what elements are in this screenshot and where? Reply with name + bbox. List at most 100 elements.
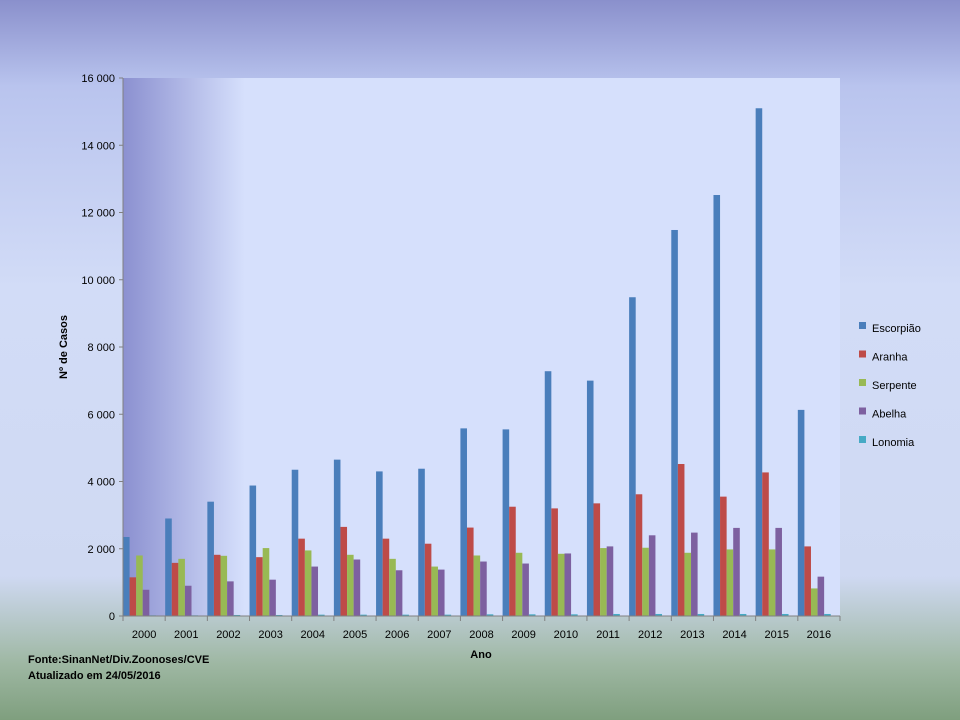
bar-abelha-2000 [142,589,150,616]
x-tick-label: 2010 [554,629,578,641]
x-tick-label: 2014 [722,629,746,641]
bar-abelha-2010 [564,553,572,616]
legend-swatch [859,350,866,358]
x-tick-label: 2007 [427,629,451,641]
bar-lonomia-2013 [697,613,705,616]
bar-escorpi-o-2009 [502,429,510,616]
bar-aranha-2013 [677,464,685,616]
bar-abelha-2002 [227,581,234,616]
bar-serpente-2014 [726,549,734,616]
bar-lonomia-2015 [781,613,789,616]
bar-abelha-2004 [311,566,319,616]
legend-label: Abelha [872,409,907,421]
y-tick-label: 8 000 [87,342,115,354]
bar-serpente-2011 [600,548,607,616]
legend-swatch [859,436,866,443]
y-tick-label: 6 000 [87,409,115,421]
bar-escorpi-o-2008 [460,428,467,616]
bar-aranha-2010 [551,508,558,616]
y-tick-label: 0 [109,611,115,623]
bar-aranha-2005 [340,526,348,616]
bar-abelha-2007 [437,569,445,616]
bar-lonomia-2011 [613,613,620,616]
bar-aranha-2007 [424,543,432,616]
legend-swatch [859,407,866,415]
bar-aranha-2011 [593,503,601,616]
x-tick-label: 2000 [132,629,156,641]
x-tick-label: 2005 [343,629,367,641]
bar-lonomia-2005 [360,614,367,616]
bar-abelha-2011 [606,546,614,616]
bar-escorpi-o-2016 [797,409,805,616]
x-tick-label: 2002 [216,629,240,641]
y-axis-title: Nº de Casos [58,315,70,379]
y-tick-label: 14 000 [81,140,115,152]
bar-escorpi-o-2011 [586,380,594,617]
bar-escorpi-o-2000 [123,536,130,616]
bar-abelha-2015 [775,527,782,616]
bar-lonomia-2003 [275,614,283,616]
bar-lonomia-2009 [528,614,536,616]
bar-lonomia-2008 [486,614,494,616]
bar-escorpi-o-2014 [713,195,721,616]
legend-label: Serpente [872,380,917,392]
legend-label: Aranha [872,352,908,364]
bar-escorpi-o-2004 [291,469,299,616]
bar-aranha-2015 [762,472,769,616]
bar-serpente-2007 [431,566,438,616]
y-tick-label: 12 000 [81,208,115,220]
bar-lonomia-2002 [233,614,241,616]
bar-aranha-2002 [213,554,221,616]
y-tick-label: 10 000 [81,275,115,287]
legend-swatch [859,322,866,329]
bar-escorpi-o-2013 [671,229,678,617]
bar-serpente-2004 [304,550,312,616]
bar-aranha-2009 [509,506,516,616]
x-tick-label: 2004 [301,629,325,641]
x-tick-label: 2009 [511,629,535,641]
bar-abelha-2016 [817,576,825,616]
bar-serpente-2015 [768,549,776,616]
plot-area [123,78,840,616]
x-tick-label: 2008 [469,629,493,641]
bar-escorpi-o-2005 [333,459,341,616]
bar-abelha-2013 [691,532,698,616]
updated-note: Atualizado em 24/05/2016 [28,670,161,682]
bar-abelha-2005 [353,559,361,616]
bar-serpente-2016 [810,588,818,616]
x-tick-label: 2015 [764,629,788,641]
bar-serpente-2013 [684,552,692,616]
bar-lonomia-2007 [444,614,452,616]
bar-serpente-2009 [515,552,523,616]
bar-serpente-2010 [557,553,565,616]
bar-lonomia-2012 [655,613,663,616]
bar-serpente-2005 [347,554,354,616]
bar-abelha-2001 [184,585,192,616]
bar-aranha-2001 [171,562,179,616]
bar-escorpi-o-2001 [165,518,172,616]
y-tick-label: 2 000 [87,544,115,556]
bar-abelha-2006 [395,570,403,616]
bar-escorpi-o-2003 [249,485,257,616]
bar-escorpi-o-2006 [376,471,383,616]
bar-lonomia-2006 [402,614,409,616]
bar-abelha-2014 [733,527,740,616]
x-tick-label: 2012 [638,629,662,641]
bar-lonomia-2016 [824,613,831,616]
x-axis-title: Ano [470,649,492,661]
bar-abelha-2003 [269,579,276,616]
bar-serpente-2012 [642,547,649,616]
legend-label: Escorpião [872,323,921,335]
bar-escorpi-o-2002 [207,501,214,616]
x-tick-label: 2013 [680,629,704,641]
bar-aranha-2006 [382,538,390,616]
y-tick-label: 4 000 [87,477,115,489]
bar-lonomia-2014 [739,613,747,616]
x-tick-label: 2006 [385,629,409,641]
bar-abelha-2008 [480,561,487,616]
x-tick-label: 2003 [258,629,282,641]
legend-swatch [859,379,866,386]
bar-escorpi-o-2012 [629,297,636,616]
bar-lonomia-2010 [571,614,578,616]
